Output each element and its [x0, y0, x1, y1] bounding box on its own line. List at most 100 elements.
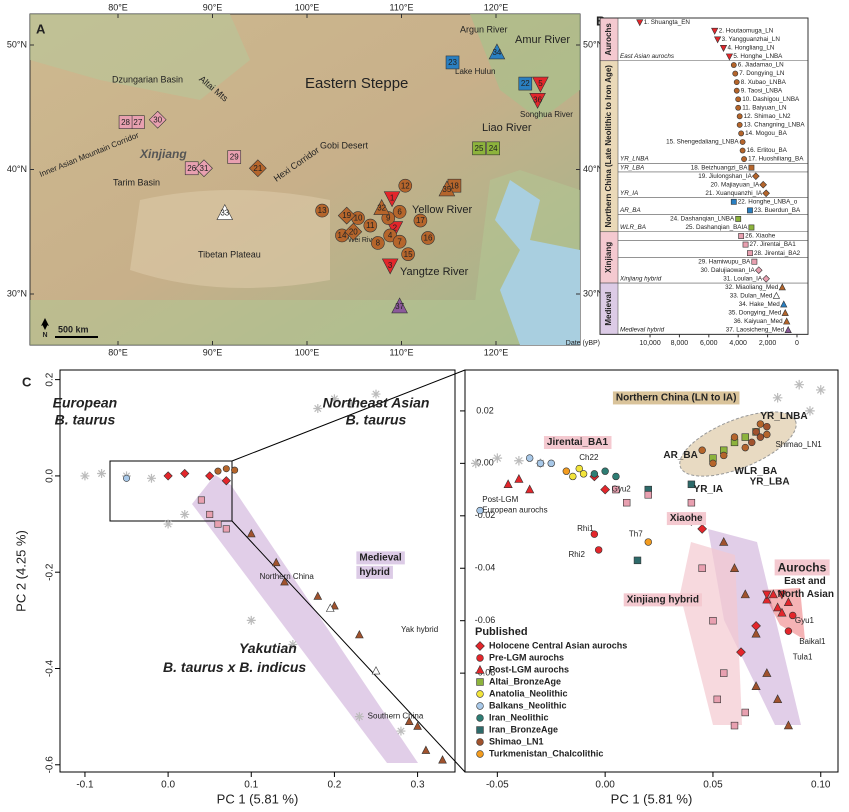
marker: [742, 241, 749, 248]
marker: [747, 207, 753, 214]
y-tick-label: -0.4: [45, 659, 56, 677]
marker: [698, 446, 706, 454]
lon-label: 90°E: [203, 2, 223, 12]
subgroup-note: YR_LNBA: [620, 156, 649, 163]
lat-label: 50°N: [583, 39, 603, 49]
site-label: 11: [366, 221, 375, 230]
marker: [476, 750, 484, 758]
annotation: North Asian: [778, 589, 834, 600]
marker: [748, 438, 756, 447]
lon-label: 100°E: [295, 347, 320, 357]
x-tick-label: 0.1: [244, 780, 258, 791]
annotation: YR_LNBA: [760, 411, 807, 422]
marker: [733, 87, 740, 94]
marker: [330, 601, 339, 610]
x-tick-label: 8,000: [671, 340, 689, 347]
sample-label: 37. Laosicheng_Med: [726, 327, 785, 334]
marker: [773, 694, 783, 704]
site-label: 18: [450, 181, 459, 190]
marker: [476, 690, 484, 698]
sample-label: 9. Taosi_LNBA: [741, 87, 783, 94]
marker: [392, 234, 407, 249]
marker: [445, 55, 460, 70]
marker: [783, 317, 791, 325]
site-label: 30: [153, 115, 162, 124]
marker: [337, 206, 356, 225]
marker: [371, 236, 385, 250]
marker: [738, 233, 745, 239]
marker: [532, 76, 549, 93]
site-label: 2: [393, 224, 398, 233]
annotation: Yak hybrid: [401, 625, 438, 634]
marker: [313, 404, 323, 413]
annotation: Northeast Asian: [323, 394, 430, 410]
annotation-box: [356, 551, 405, 565]
marker: [398, 178, 413, 193]
legend-label: Pre-LGM aurochs: [489, 652, 564, 662]
marker: [471, 458, 481, 469]
marker: [529, 92, 546, 109]
site-label: 4: [388, 231, 393, 240]
site-label: 33: [220, 209, 229, 218]
site-label: 6: [397, 207, 402, 216]
sample-label: 36. Kaiyuan_Med: [734, 318, 784, 325]
site-label: 9: [386, 214, 391, 223]
site-label: 12: [401, 181, 410, 190]
marker: [163, 471, 173, 481]
sample-label: 4. Hongliang_LN: [728, 45, 775, 52]
lat-label: 50°N: [7, 39, 27, 49]
x-tick-label: 0.10: [811, 780, 831, 791]
marker: [195, 159, 213, 178]
marker: [313, 591, 323, 600]
subgroup-note: AR_BA: [619, 207, 641, 214]
subgroup-note: East Asian aurochs: [620, 53, 675, 60]
map-region: [130, 190, 330, 288]
annotation: Shimao_LN1: [775, 440, 822, 449]
marker: [346, 399, 356, 409]
sample-label: 27. Jirentai_BA1: [750, 241, 797, 248]
site-label: 29: [230, 153, 239, 162]
marker: [730, 198, 737, 205]
sample-label: 6. Jiadamao_LN: [738, 62, 784, 69]
y-tick-label: 0.2: [45, 372, 56, 386]
marker: [421, 231, 435, 245]
sample-label: 22. Honghe_LNBA_o: [738, 198, 798, 205]
marker: [271, 557, 281, 567]
marker: [735, 216, 742, 222]
marker: [780, 300, 788, 308]
annotation: B. taurus: [55, 411, 116, 427]
marker: [216, 203, 234, 220]
marker: [594, 546, 603, 554]
annotation: Rhi2: [568, 550, 585, 559]
annotation: B. taurus x B. indicus: [163, 659, 306, 675]
sample-label: 29. Hamiwupu_BA: [698, 258, 751, 265]
annotation: Gyu1: [795, 616, 815, 625]
marker: [783, 597, 793, 607]
y-tick-label: -0.04: [475, 563, 496, 573]
x-tick-label: 0.2: [327, 780, 341, 791]
hull: [680, 542, 742, 725]
marker: [503, 479, 513, 489]
site-label: 27: [133, 118, 142, 127]
marker: [741, 433, 749, 441]
marker: [214, 520, 222, 528]
subgroup-note: Xinjiang hybrid: [619, 275, 662, 282]
marker: [373, 198, 390, 215]
sample-label: 12. Shimao_LN2: [744, 113, 791, 120]
marker: [784, 627, 793, 635]
north-label: N: [42, 332, 47, 339]
marker: [214, 467, 222, 475]
marker: [720, 451, 728, 460]
marker: [514, 455, 524, 466]
site-label: 32: [377, 204, 386, 213]
sample-label: 35. Dongying_Med: [728, 310, 781, 317]
site-label: 28: [121, 118, 130, 127]
marker: [518, 76, 533, 91]
sample-label: 2. Houtaomuga_LN: [719, 27, 774, 34]
x-tick-label: 4,000: [729, 340, 747, 347]
marker: [612, 485, 620, 494]
sample-label: 11. Baiyuan_LN: [742, 104, 787, 111]
marker: [315, 203, 329, 218]
marker: [222, 465, 230, 473]
sample-label: 18. Beizhuangzi_BA: [691, 164, 749, 171]
